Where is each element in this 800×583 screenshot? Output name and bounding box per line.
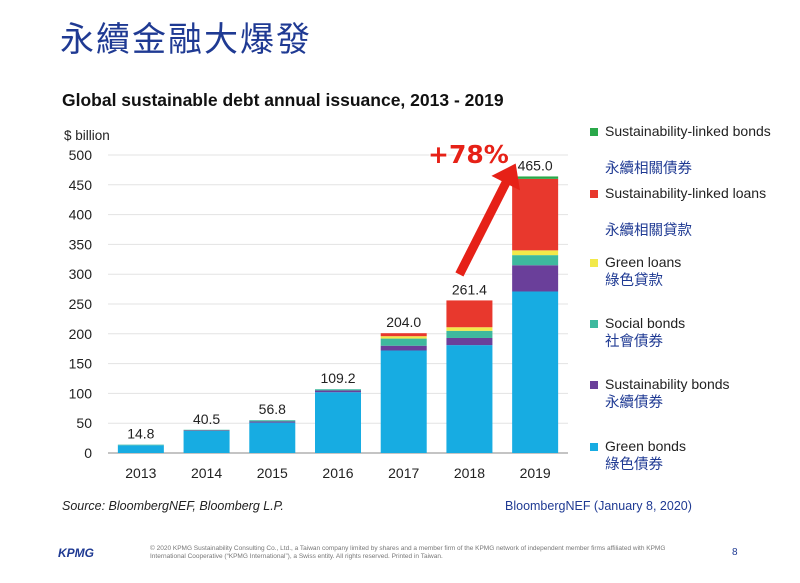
legend-label-zh: 永續相關貸款 (605, 223, 692, 239)
y-tick-label: 500 (69, 147, 93, 163)
bar-segment (249, 422, 296, 453)
bar-segment (446, 337, 493, 346)
y-tick-labels: 0 50 100 150 200 250 300 350 400 450 500 (69, 147, 93, 461)
legend-label-zh: 社會債券 (605, 334, 663, 350)
growth-arrow-shaft (455, 170, 516, 277)
bar-segment (446, 330, 493, 338)
footer-disclaimer: © 2020 KPMG Sustainability Consulting Co… (150, 545, 666, 560)
source-date: BloombergNEF (January 8, 2020) (505, 499, 692, 513)
y-tick-label: 350 (69, 236, 93, 252)
legend-swatch (590, 381, 598, 389)
bar-segment (183, 430, 230, 431)
bar-segment (380, 338, 427, 346)
legend-swatch (590, 190, 598, 198)
bar-segment (315, 392, 361, 453)
growth-arrow (455, 163, 520, 277)
growth-arrow-head (491, 163, 520, 191)
bar-segment (315, 389, 361, 391)
legend-label-zh: 綠色貸款 (605, 273, 663, 289)
legend-label-zh: 永續債券 (605, 395, 663, 411)
kpmg-logo: KPMG (58, 546, 94, 560)
bar-segment (380, 350, 427, 453)
bar-segment (117, 444, 164, 446)
y-tick-label: 250 (69, 296, 93, 312)
growth-annotation: +78% (428, 140, 509, 169)
x-tick-label: 2017 (388, 465, 419, 481)
total-label: 56.8 (259, 401, 286, 417)
total-label: 14.8 (127, 426, 154, 442)
total-labels: 14.8 40.5 56.8 109.2 204.0 261.4 465.0 (127, 157, 553, 441)
y-tick-label: 200 (69, 326, 93, 342)
y-tick-label: 300 (69, 266, 93, 282)
y-tick-label: 100 (69, 385, 93, 401)
legend-swatch (590, 259, 598, 267)
bar-segment (512, 291, 559, 453)
x-tick-label: 2013 (125, 465, 156, 481)
bar-segment (183, 429, 230, 431)
bar-segment (380, 333, 427, 337)
bar-segment (446, 300, 493, 328)
legend-label: Sustainability-linked loans (605, 185, 767, 201)
y-axis-label: $ billion (64, 128, 110, 143)
legend-label-zh: 綠色債券 (605, 457, 663, 473)
bar-segment (117, 445, 164, 453)
x-tick-label: 2018 (454, 465, 485, 481)
y-tick-label: 150 (69, 356, 93, 372)
x-tick-label: 2014 (191, 465, 222, 481)
y-tick-label: 0 (84, 445, 92, 461)
chart-title: Global sustainable debt annual issuance,… (62, 90, 504, 110)
total-label: 261.4 (452, 281, 487, 297)
total-label: 465.0 (518, 157, 553, 173)
y-tick-label: 400 (69, 207, 93, 223)
bar-segment (380, 345, 427, 351)
legend-swatch (590, 320, 598, 328)
slide-title: 永續金融大爆發 (60, 20, 312, 60)
total-label: 204.0 (386, 314, 421, 330)
bar-segment (446, 327, 493, 331)
bar-segment (512, 178, 559, 251)
total-label: 109.2 (320, 370, 355, 386)
bar-segment (512, 265, 559, 292)
bar-segment (512, 176, 559, 179)
bar-segment (446, 345, 493, 453)
bar-segment (249, 421, 296, 423)
bar-segment (315, 390, 361, 393)
bar-segment (512, 255, 559, 266)
x-tick-label: 2019 (520, 465, 551, 481)
legend-label: Social bonds (605, 315, 686, 331)
bar-segment (249, 420, 296, 422)
legend-label: Green loans (605, 254, 682, 270)
page-number: 8 (732, 547, 738, 558)
x-tick-label: 2016 (322, 465, 353, 481)
bars (117, 176, 559, 453)
legend-label: Green bonds (605, 438, 686, 454)
source-note: Source: BloombergNEF, Bloomberg L.P. (62, 499, 284, 513)
y-tick-label: 50 (76, 415, 92, 431)
bar-segment (380, 336, 427, 339)
legend-swatch (590, 443, 598, 451)
x-tick-labels: 2013 2014 2015 2016 2017 2018 2019 (125, 465, 551, 481)
x-tick-label: 2015 (257, 465, 288, 481)
total-label: 40.5 (193, 411, 220, 427)
y-tick-label: 450 (69, 177, 93, 193)
legend-swatch (590, 128, 598, 136)
bar-segment (512, 250, 559, 256)
bar-segment (183, 430, 230, 453)
legend-label-zh: 永續相關債券 (605, 161, 692, 177)
legend-label: Sustainability-linked bonds (605, 123, 771, 139)
legend-label: Sustainability bonds (605, 376, 730, 392)
